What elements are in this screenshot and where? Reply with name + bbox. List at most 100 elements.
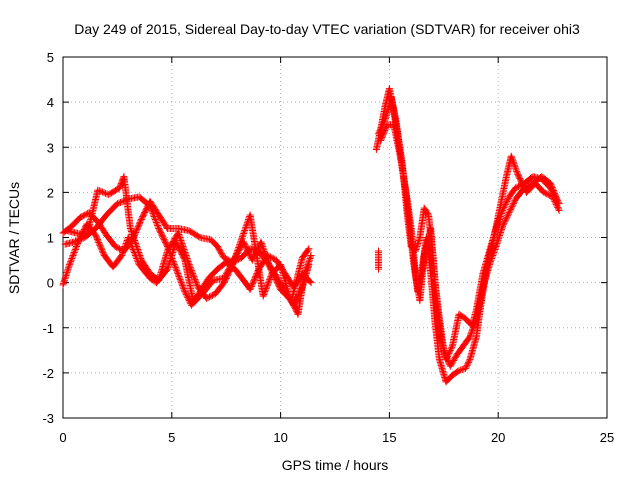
- data-point: [259, 243, 267, 251]
- data-point: [241, 226, 249, 234]
- data-point: [230, 255, 238, 263]
- data-point: [496, 232, 504, 240]
- data-point: [499, 222, 507, 230]
- data-point: [96, 241, 104, 249]
- data-point: [94, 237, 102, 245]
- data-point: [225, 264, 233, 272]
- data-point: [126, 238, 134, 246]
- data-point: [305, 258, 313, 266]
- data-point: [380, 129, 388, 137]
- data-point: [189, 271, 197, 279]
- data-point: [488, 253, 496, 261]
- x-tick-label: 5: [168, 430, 175, 445]
- data-point: [380, 119, 388, 127]
- data-point: [113, 243, 121, 251]
- y-tick-label: -1: [42, 321, 54, 336]
- data-point: [61, 275, 69, 283]
- data-point: [127, 241, 135, 249]
- data-point: [120, 244, 128, 252]
- x-axis-label: GPS time / hours: [282, 457, 389, 473]
- data-point: [466, 331, 474, 339]
- data-point: [239, 233, 247, 241]
- data-point: [264, 257, 272, 265]
- data-point: [381, 125, 389, 133]
- data-point: [306, 255, 314, 263]
- data-point: [225, 265, 233, 273]
- data-point: [261, 249, 269, 257]
- data-point: [498, 224, 506, 232]
- x-tick-label: 15: [382, 430, 396, 445]
- data-point: [488, 255, 496, 263]
- data-point: [464, 360, 472, 368]
- data-point: [302, 265, 310, 273]
- data-point: [549, 185, 557, 193]
- data-point: [381, 126, 389, 134]
- data-point: [463, 361, 471, 369]
- data-point: [446, 346, 454, 354]
- data-point: [176, 235, 184, 243]
- data-point: [541, 189, 549, 197]
- data-point: [505, 209, 513, 217]
- data-point: [97, 187, 105, 195]
- data-point: [111, 243, 119, 251]
- data-point: [511, 161, 519, 169]
- data-point: [447, 345, 455, 353]
- data-point: [512, 164, 520, 172]
- data-point: [224, 267, 232, 275]
- data-point: [221, 255, 229, 263]
- data-point: [92, 231, 100, 239]
- series-track-3: [63, 173, 315, 318]
- x-tick-label: 0: [59, 430, 66, 445]
- data-point: [490, 249, 498, 257]
- data-point: [70, 250, 78, 258]
- data-point: [260, 247, 268, 255]
- data-point: [424, 210, 432, 218]
- data-point: [184, 294, 192, 302]
- data-point: [64, 265, 72, 273]
- data-point: [124, 234, 132, 241]
- data-point: [262, 286, 270, 294]
- data-point: [71, 247, 79, 255]
- data-point: [242, 223, 250, 231]
- data-point: [71, 246, 79, 254]
- data-point: [226, 263, 234, 271]
- data-point: [469, 324, 477, 332]
- data-point: [493, 239, 501, 247]
- data-point: [68, 253, 76, 261]
- data-point: [508, 203, 516, 211]
- data-point: [454, 368, 462, 376]
- data-point: [307, 252, 315, 260]
- y-tick-label: 4: [47, 95, 54, 110]
- data-point: [60, 278, 68, 286]
- data-point: [133, 226, 141, 234]
- data-point: [118, 250, 126, 258]
- data-point: [443, 355, 451, 363]
- data-point: [546, 191, 554, 199]
- series-track-4: [59, 220, 313, 307]
- data-point: [176, 234, 184, 241]
- data-point: [114, 244, 122, 252]
- data-point: [264, 280, 272, 288]
- data-point: [303, 264, 311, 272]
- data-point: [180, 285, 188, 293]
- data-point: [248, 281, 256, 289]
- data-point: [69, 252, 77, 260]
- data-point: [81, 211, 89, 219]
- data-point: [132, 253, 140, 261]
- data-point: [113, 200, 121, 208]
- data-point: [62, 273, 70, 281]
- data-point: [234, 248, 242, 256]
- data-point: [240, 230, 248, 238]
- data-point: [525, 182, 533, 190]
- data-point: [181, 288, 189, 296]
- data-point: [129, 232, 137, 240]
- data-point: [192, 277, 200, 285]
- data-point: [99, 249, 107, 257]
- data-point: [174, 270, 182, 278]
- y-tick-label: -2: [42, 366, 54, 381]
- data-point: [231, 254, 239, 262]
- data-point: [227, 261, 235, 269]
- data-point: [235, 247, 243, 255]
- data-point: [236, 245, 244, 253]
